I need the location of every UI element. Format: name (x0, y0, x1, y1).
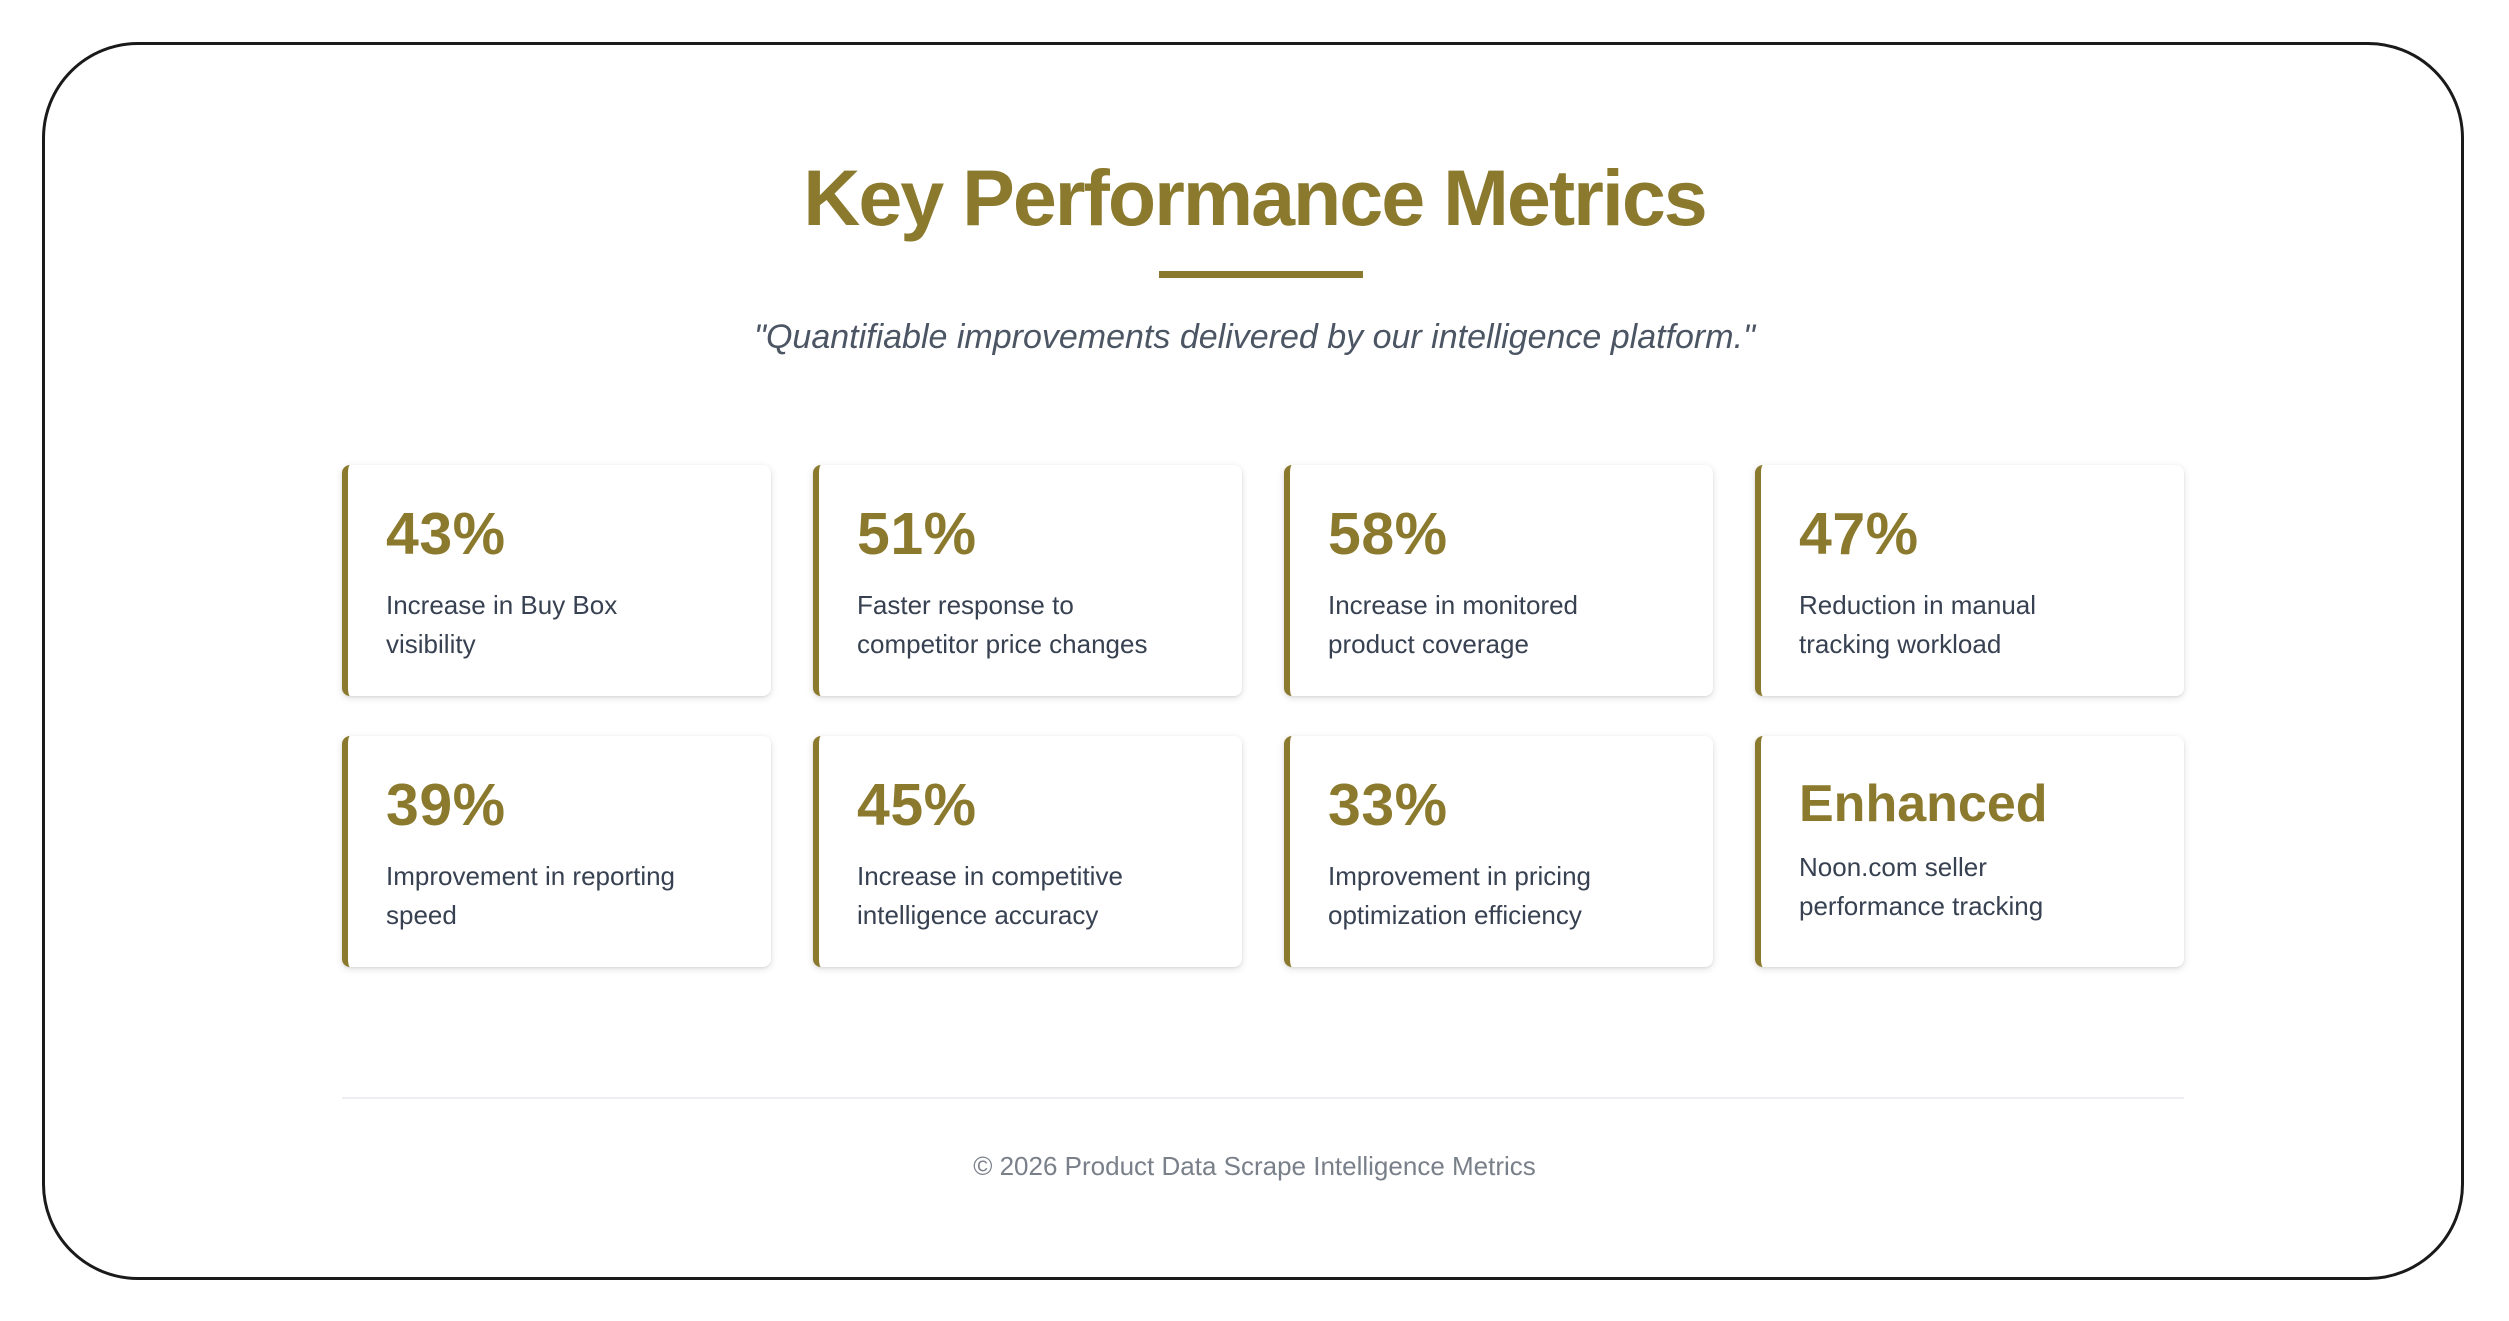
metric-value: 47% (1799, 501, 1919, 567)
metric-card: Enhanced Noon.com seller performance tra… (1755, 736, 2184, 967)
metric-description: Noon.com seller performance tracking (1799, 852, 2044, 921)
metric-card: 33% Improvement in pricing optimization … (1284, 736, 1713, 967)
metric-description: Improvement in reporting speed (386, 861, 676, 930)
metric-value: 45% (857, 772, 977, 838)
metric-value: 58% (1328, 501, 1448, 567)
metric-value: Enhanced (1799, 775, 2048, 833)
title-underline (1159, 271, 1363, 278)
metric-description: Reduction in manual tracking workload (1799, 590, 2037, 659)
metric-card: 43% Increase in Buy Box visibility (342, 465, 771, 696)
metric-value: 51% (857, 501, 977, 567)
metric-card: 51% Faster response to competitor price … (813, 465, 1242, 696)
metric-value: 33% (1328, 772, 1448, 838)
metric-card: 45% Increase in competitive intelligence… (813, 736, 1242, 967)
metric-card: 39% Improvement in reporting speed (342, 736, 771, 967)
page-title: Key Performance Metrics (803, 153, 1707, 242)
metric-value: 43% (386, 501, 506, 567)
metric-description: Increase in competitive intelligence acc… (857, 861, 1123, 930)
page-subtitle: "Quantifiable improvements delivered by … (753, 318, 1756, 356)
footer-divider (342, 1097, 2184, 1099)
metric-description: Faster response to competitor price chan… (857, 590, 1148, 659)
metric-card: 58% Increase in monitored product covera… (1284, 465, 1713, 696)
metric-card: 47% Reduction in manual tracking workloa… (1755, 465, 2184, 696)
metric-description: Increase in monitored product coverage (1328, 590, 1579, 659)
metric-description: Increase in Buy Box visibility (386, 590, 618, 659)
metric-value: 39% (386, 772, 506, 838)
footer-copyright: © 2026 Product Data Scrape Intelligence … (973, 1151, 1536, 1181)
metric-description: Improvement in pricing optimization effi… (1328, 861, 1591, 930)
metrics-grid: 43% Increase in Buy Box visibility 51% F… (342, 465, 2184, 967)
